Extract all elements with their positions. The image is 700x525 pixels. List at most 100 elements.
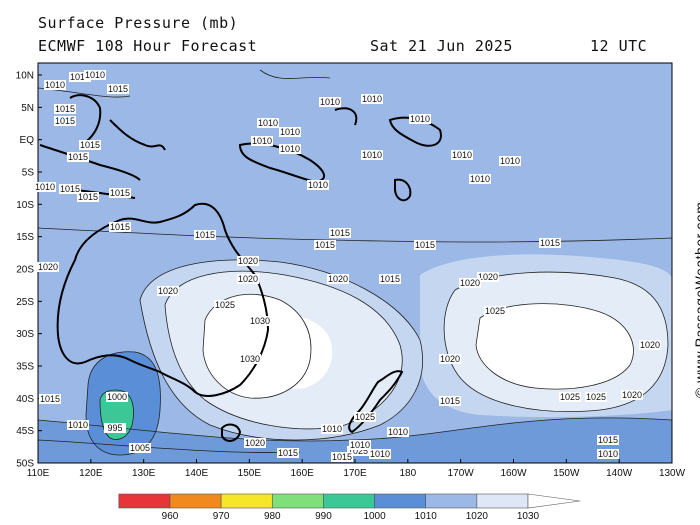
contour-label: 1020 — [440, 354, 460, 364]
legend-swatch — [476, 493, 529, 509]
contour-label-bg — [439, 354, 461, 364]
longitude-axis: 110E 120E 130E 140E 150E 160E 170E 180 170W 160W 1… — [27, 459, 686, 479]
contour-label: 1025 — [348, 446, 368, 456]
lat-tick-label: 45S — [16, 426, 34, 437]
lon-tick-label: 150E — [238, 468, 262, 479]
legend-swatch — [271, 493, 324, 509]
contour-label: 1020 — [245, 438, 265, 448]
lon-tick-label: 130W — [659, 468, 686, 479]
lat-tick-label: 40S — [16, 394, 34, 405]
contour-label-bg — [559, 392, 581, 402]
contour-label-bg — [69, 72, 91, 82]
contour-label-bg — [34, 182, 56, 192]
contour-label-bg — [387, 427, 409, 437]
legend-tick-label: 1010 — [415, 511, 438, 522]
contour-label: 1010 — [500, 156, 520, 166]
lat-tick-label: EQ — [20, 135, 35, 146]
legend-swatch — [425, 493, 478, 509]
contour-label-bg — [54, 116, 76, 126]
contour-label: 1030 — [250, 316, 270, 326]
contour-label-bg — [597, 435, 619, 445]
pressure-field — [38, 63, 672, 463]
contour-label: 1010 — [280, 144, 300, 154]
contour-label-bg — [249, 316, 271, 326]
contour-label: 1020 — [622, 390, 642, 400]
contour-label-bg — [279, 144, 301, 154]
contour-label-bg — [329, 228, 351, 238]
contour-label-bg — [79, 140, 101, 150]
contour-label: 1015 — [80, 140, 100, 150]
contour-label: 1010 — [320, 97, 340, 107]
contour-label: 1010 — [598, 449, 618, 459]
contour-label-bg — [239, 354, 261, 364]
contour-label-bg — [539, 238, 561, 248]
contour-label: 1015 — [108, 84, 128, 94]
lon-tick-label: 170E — [343, 468, 367, 479]
contour-label: 1015 — [60, 184, 80, 194]
contour-label-bg — [257, 118, 279, 128]
contour-label-bg — [107, 84, 129, 94]
contour-label-bg — [214, 300, 236, 310]
contour-label-bg — [379, 274, 401, 284]
contour-label-bg — [477, 272, 499, 282]
contour-label: 1025 — [485, 306, 505, 316]
legend-swatch — [118, 493, 171, 509]
credit-text: © www.PassageWeather.com — [692, 201, 700, 398]
lat-tick-label: 5S — [22, 168, 35, 179]
forecast-time: 12 UTC — [590, 37, 648, 55]
contour-label-bg — [54, 104, 76, 114]
contour-label: 1015 — [315, 240, 335, 250]
contour-label: 1010 — [280, 127, 300, 137]
contour-label-bg — [484, 306, 506, 316]
contour-label-bg — [109, 222, 131, 232]
contour-label-bg — [361, 150, 383, 160]
lat-tick-label: 10N — [16, 71, 34, 82]
contour-label: 1005 — [130, 443, 150, 453]
contour-label-bg — [59, 184, 81, 194]
contour-label-bg — [354, 412, 376, 422]
contour-label-bg — [347, 446, 369, 456]
lon-tick-label: 160E — [290, 468, 314, 479]
legend-arrow-right — [527, 493, 581, 509]
contour-label: 1000 — [107, 392, 127, 402]
contour-label: 1010 — [45, 80, 65, 90]
contour-label: 1010 — [70, 72, 90, 82]
contour-label-bg — [37, 262, 59, 272]
contour-label: 1010 — [308, 180, 328, 190]
contour-label-bg — [157, 286, 179, 296]
contour-label-bg — [39, 394, 61, 404]
contour-label-bg — [244, 438, 266, 448]
contour-label-bg — [251, 136, 273, 146]
contour-label: 1010 — [252, 136, 272, 146]
legend-swatch — [220, 493, 273, 509]
contour-label: 1015 — [332, 452, 352, 462]
contour-label-bg — [639, 340, 661, 350]
legend-tick-label: 1030 — [517, 511, 540, 522]
lat-tick-label: 35S — [16, 362, 34, 373]
contour-label: 1010 — [388, 427, 408, 437]
contour-label: 1025 — [586, 392, 606, 402]
legend-swatch — [374, 493, 427, 509]
lon-tick-label: 160W — [500, 468, 527, 479]
contour-label: 1010 — [68, 420, 88, 430]
contour-label-bg — [194, 230, 216, 240]
lat-tick-label: 20S — [16, 265, 34, 276]
contour-label: 1020 — [460, 278, 480, 288]
contour-label: 1015 — [40, 394, 60, 404]
contour-label: 1010 — [470, 174, 490, 184]
contour-label-bg — [307, 180, 329, 190]
contour-label-bg — [361, 94, 383, 104]
contour-label: 1010 — [362, 94, 382, 104]
contour-label: 1015 — [110, 222, 130, 232]
contour-label-bg — [67, 420, 89, 430]
contour-label: 1010 — [362, 150, 382, 160]
credit-text-box: © www.PassageWeather.com — [676, 150, 700, 400]
contour-label: 1025 — [560, 392, 580, 402]
lon-tick-label: 140E — [185, 468, 209, 479]
contour-label-bg — [106, 392, 128, 402]
contour-label: 1015 — [415, 240, 435, 250]
contour-label-bg — [279, 127, 301, 137]
contour-label: 1010 — [452, 150, 472, 160]
contour-label-bg — [109, 188, 131, 198]
